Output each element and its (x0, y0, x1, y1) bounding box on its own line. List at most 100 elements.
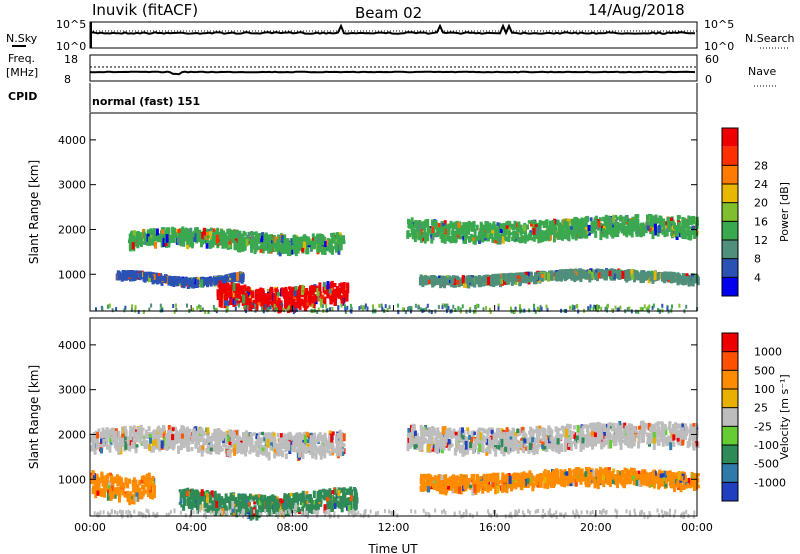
echo-cell (531, 237, 535, 241)
echo-cell (541, 273, 545, 278)
echo-cell (576, 222, 580, 231)
echo-cell (331, 290, 335, 299)
echo-cell (538, 225, 542, 234)
echo-cell (90, 476, 94, 485)
echo-cell (295, 437, 299, 446)
nsky-trace (89, 23, 696, 36)
echo-cell (205, 240, 209, 249)
echo-cell (157, 431, 161, 441)
echo-cell (193, 233, 197, 242)
echo-cell (94, 482, 98, 492)
echo-cell (209, 277, 213, 286)
echo-cell (288, 448, 292, 454)
echo-cell (423, 225, 427, 235)
echo-cell (533, 303, 535, 308)
echo-cell (456, 276, 460, 280)
echo-cell (215, 234, 219, 244)
echo-cell (616, 227, 620, 234)
echo-cell (329, 440, 333, 447)
echo-cell (457, 306, 460, 311)
echo-cell (290, 245, 294, 250)
echo-cell (173, 227, 176, 234)
echo-cell (685, 304, 688, 309)
echo-cell (524, 236, 528, 241)
echo-cell (180, 426, 184, 432)
echo-cell (247, 495, 251, 504)
echo-cell (397, 310, 400, 315)
echo-cell (120, 480, 124, 485)
echo-region-3 (406, 213, 699, 245)
echo-cell (639, 306, 642, 311)
echo-cell (480, 276, 483, 285)
echo-cell (218, 299, 222, 308)
echo-cell (185, 430, 189, 437)
echo-cell (314, 452, 318, 460)
echo-cell (275, 307, 278, 312)
echo-cell (216, 440, 220, 446)
echo-cell (295, 448, 299, 453)
echo-cell (641, 274, 645, 283)
echo-cell (512, 236, 516, 240)
echo-cell (251, 304, 254, 309)
echo-cell (388, 305, 391, 310)
echo-cell (193, 433, 197, 443)
echo-cell (149, 234, 153, 241)
echo-cell (127, 441, 130, 447)
echo-cell (592, 228, 596, 232)
echo-cell (298, 287, 301, 297)
echo-cell (98, 478, 102, 484)
echo-cell (448, 275, 452, 280)
echo-cell (647, 274, 651, 284)
echo-cell (637, 230, 640, 234)
echo-cell (198, 504, 202, 513)
echo-cell (306, 439, 310, 444)
echo-cell (666, 228, 670, 232)
echo-cell (584, 216, 588, 226)
echo-cell (456, 233, 460, 238)
echo-cell (418, 222, 422, 231)
echo-cell (533, 220, 537, 227)
echo-cell (133, 233, 137, 242)
echo-cell (128, 496, 132, 506)
colorbar-tick-label: 20 (754, 197, 768, 210)
echo-cell (345, 296, 349, 302)
echo-cell (342, 498, 346, 504)
echo-cell (430, 310, 433, 314)
echo-cell (126, 493, 130, 503)
echo-cell (403, 307, 405, 312)
echo-cell (333, 503, 337, 509)
echo-cell (590, 271, 594, 279)
echo-cell (115, 437, 118, 445)
echo-cell (146, 478, 150, 487)
echo-cell (147, 472, 151, 480)
echo-cell (556, 221, 560, 226)
echo-cell (301, 284, 305, 291)
echo-cell (290, 296, 294, 302)
echo-cell (116, 474, 119, 482)
echo-cell (537, 307, 540, 312)
echo-cell (224, 283, 228, 290)
echo-cell (691, 276, 695, 283)
echo-cell (290, 297, 294, 307)
echo-cell (533, 307, 536, 312)
echo-cell (307, 291, 311, 299)
echo-cell (200, 238, 203, 248)
echo-cell (333, 448, 337, 454)
echo-cell (378, 303, 381, 308)
echo-cell (507, 227, 511, 231)
echo-cell (159, 433, 163, 438)
echo-cell (216, 278, 220, 284)
echo-cell (210, 442, 214, 448)
echo-cell (272, 432, 276, 437)
echo-cell (467, 275, 471, 283)
echo-cell (245, 292, 249, 302)
echo-cell (596, 307, 598, 312)
echo-cell (147, 236, 151, 244)
echo-cell (139, 232, 142, 241)
echo-cell (317, 307, 320, 312)
echo-cell (179, 492, 183, 499)
echo-cell (120, 488, 124, 493)
echo-cell (214, 508, 217, 516)
echo-cell (443, 276, 447, 285)
echo-cell (216, 227, 220, 232)
